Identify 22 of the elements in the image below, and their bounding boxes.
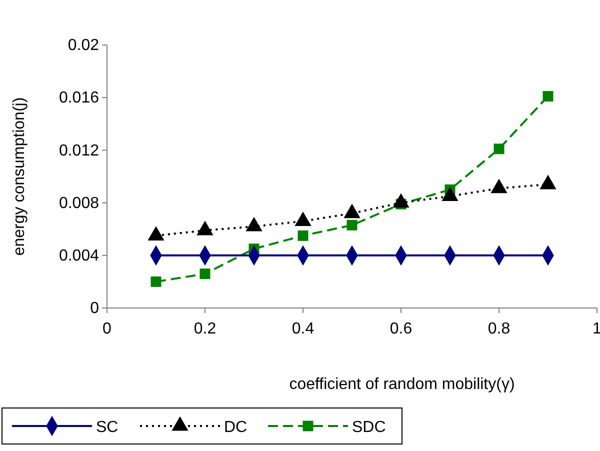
y-tick-label: 0.012 [58, 142, 100, 160]
y-tick-label: 0 [90, 300, 100, 318]
point [346, 220, 358, 230]
legend-label: SC [96, 419, 118, 436]
point [200, 268, 210, 280]
legend-label: DC [224, 419, 248, 436]
x-tick-label: 0.2 [194, 320, 216, 338]
x-tick-label: 0.8 [488, 320, 510, 338]
point [298, 230, 308, 241]
y-tick-label: 0.016 [58, 90, 100, 107]
point [150, 276, 162, 287]
y-axis-title: energy consumption(j) [11, 97, 28, 256]
y-tick-label: 0.004 [58, 248, 100, 265]
x-tick-label: 0.6 [390, 320, 412, 338]
y-tick-label: 0.008 [58, 194, 100, 212]
x-axis-title: coefficient of random mobility(γ) [289, 376, 515, 393]
y-tick-label: 0.02 [68, 37, 100, 54]
x-tick-label: 0 [102, 320, 112, 338]
x-tick-label: 0.4 [292, 320, 314, 338]
point [542, 91, 554, 102]
point [494, 144, 504, 154]
legend-label: SDC [352, 419, 386, 436]
